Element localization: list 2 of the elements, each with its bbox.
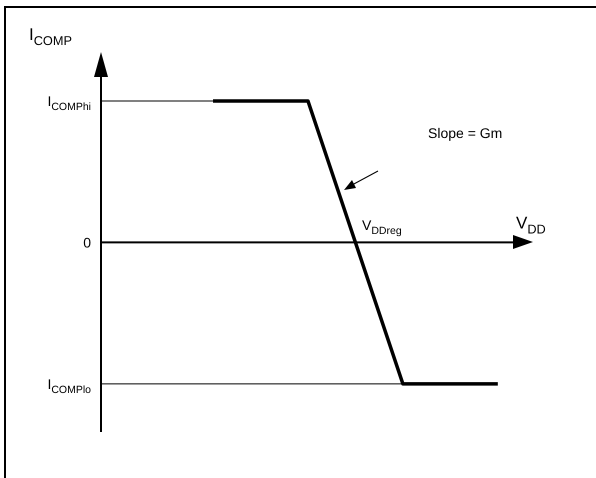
ref-line-label: 0 xyxy=(83,234,92,250)
annotation: Slope = Gm xyxy=(428,125,502,141)
